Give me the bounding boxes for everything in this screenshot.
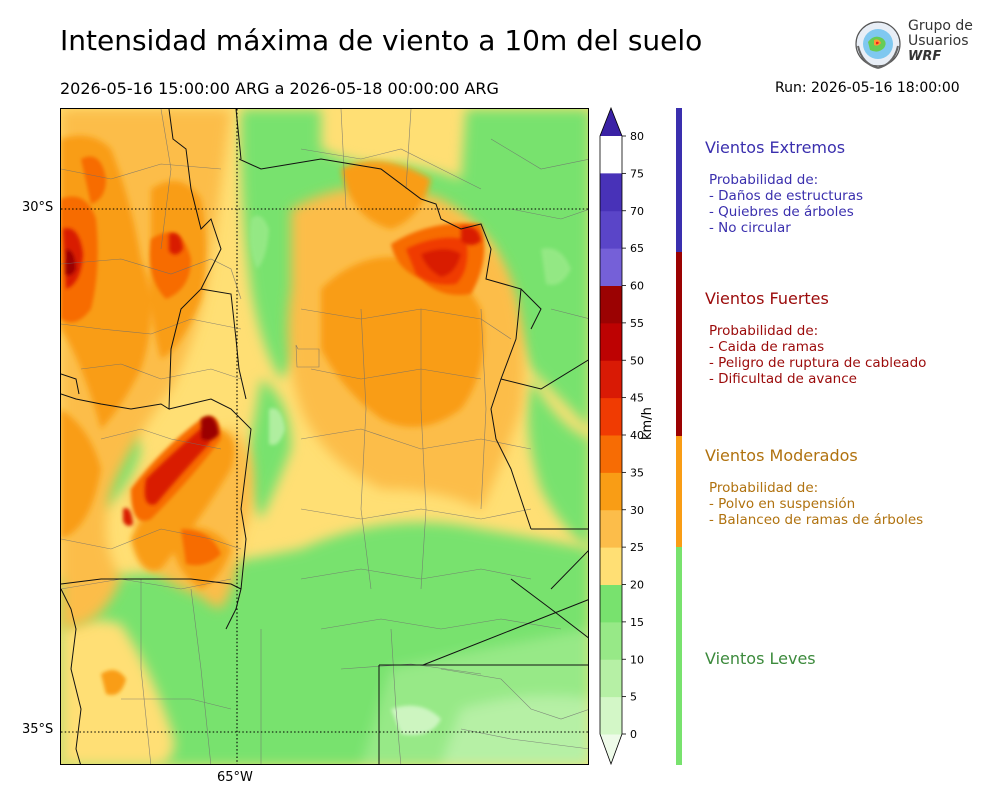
colorbar-bin (600, 248, 622, 286)
colorbar-bin (600, 173, 622, 212)
colorbar-tick-label: 80 (630, 130, 644, 143)
category-moderados-prob: Probabilidad de: (709, 480, 819, 496)
wind-map (60, 108, 589, 765)
category-moderados-desc: Probabilidad de: - Polvo en suspensión -… (709, 480, 923, 528)
colorbar-bin (600, 472, 622, 511)
colorbar-bin (600, 210, 622, 249)
model-run-time: Run: 2026-05-16 18:00:00 (775, 80, 960, 96)
category-extremos-desc: Probabilidad de: - Daños de estructuras … (709, 172, 863, 236)
category-extremos-item: - Quiebres de árboles (709, 204, 854, 220)
grupo-usuarios-wrf-logo (855, 21, 901, 69)
colorbar-bin (600, 435, 622, 473)
colorbar-bin (600, 322, 622, 361)
category-extremos-prob: Probabilidad de: (709, 172, 819, 188)
lon-label-65w: 65°W (217, 770, 253, 785)
department-boundaries (61, 109, 588, 764)
logo-text-line1: Grupo de (908, 18, 973, 34)
category-fuertes-title: Vientos Fuertes (705, 289, 829, 308)
colorbar-bin (600, 108, 622, 136)
province-boundaries (61, 109, 588, 764)
field-core-50-60 (63, 226, 481, 526)
logo-text: Grupo de Usuarios WRF (908, 18, 973, 65)
colorbar-tick-label: 70 (630, 205, 644, 218)
colorbar-tick-label: 0 (630, 728, 637, 741)
colorbar-tick-label: 10 (630, 653, 644, 666)
category-moderados-title: Vientos Moderados (705, 446, 858, 465)
colorbar-tick-label: 30 (630, 504, 644, 517)
category-fuertes-item: - Peligro de ruptura de cableado (709, 355, 927, 371)
category-extremos-title: Vientos Extremos (705, 138, 846, 157)
lat-label-35s: 35°S (22, 722, 54, 737)
category-moderados-item: - Balanceo de ramas de árboles (709, 512, 924, 528)
colorbar-tick-label: 75 (630, 167, 644, 180)
category-extremos-item: - No circular (709, 220, 791, 236)
colorbar-tick-label: 55 (630, 317, 644, 330)
colorbar-unit: km/h (640, 407, 655, 440)
colorbar-bin (600, 734, 622, 764)
logo-text-line2: Usuarios (908, 33, 969, 49)
category-fuertes-item: - Caida de ramas (709, 339, 825, 355)
logo-text-wrf: WRF (908, 49, 942, 64)
category-fuertes-desc: Probabilidad de: - Caida de ramas - Peli… (709, 323, 926, 387)
field-light-green-patches (249, 215, 571, 735)
graticule (61, 109, 588, 764)
page-title: Intensidad máxima de viento a 10m del su… (60, 24, 703, 57)
colorbar-bin (600, 696, 622, 735)
forecast-period: 2026-05-16 15:00:00 ARG a 2026-05-18 00:… (60, 79, 499, 98)
colorbar-bin (600, 584, 622, 623)
colorbar-bin (600, 621, 622, 660)
colorbar-tick-label: 40 (630, 429, 644, 442)
colorbar-tick-label: 65 (630, 242, 644, 255)
colorbar-tick-label: 35 (630, 466, 644, 479)
colorbar-tick-label: 5 (630, 691, 637, 704)
category-leves-title: Vientos Leves (705, 649, 816, 668)
colorbar-bin (600, 285, 622, 324)
lat-label-30s: 30°S (22, 200, 54, 215)
colorbar-bin (600, 547, 622, 585)
category-extremos-item: - Daños de estructuras (709, 188, 864, 204)
colorbar-tick-label: 50 (630, 354, 644, 367)
bar-fuertes (676, 252, 682, 436)
colorbar: 0 5 10 15 20 25 30 35 40 45 50 55 60 65 70 75 80 (599, 106, 644, 766)
category-moderados-item: - Polvo en suspensión (709, 496, 856, 512)
colorbar-tick-label: 45 (630, 392, 644, 405)
category-bars (676, 108, 682, 765)
wind-field (61, 109, 588, 764)
colorbar-tick-label: 60 (630, 280, 644, 293)
colorbar-tick-label: 20 (630, 579, 644, 592)
category-fuertes-prob: Probabilidad de: (709, 323, 819, 339)
colorbar-tick-label: 15 (630, 616, 644, 629)
colorbar-tick-label: 25 (630, 541, 644, 554)
colorbar-bin (600, 397, 622, 436)
bar-moderados (676, 436, 682, 547)
bar-extremos (676, 108, 682, 252)
colorbar-bin (600, 360, 622, 399)
colorbar-bin (600, 509, 622, 548)
bar-leves (676, 547, 682, 765)
category-fuertes-item: - Dificultad de avance (709, 371, 857, 387)
colorbar-bin (600, 659, 622, 698)
